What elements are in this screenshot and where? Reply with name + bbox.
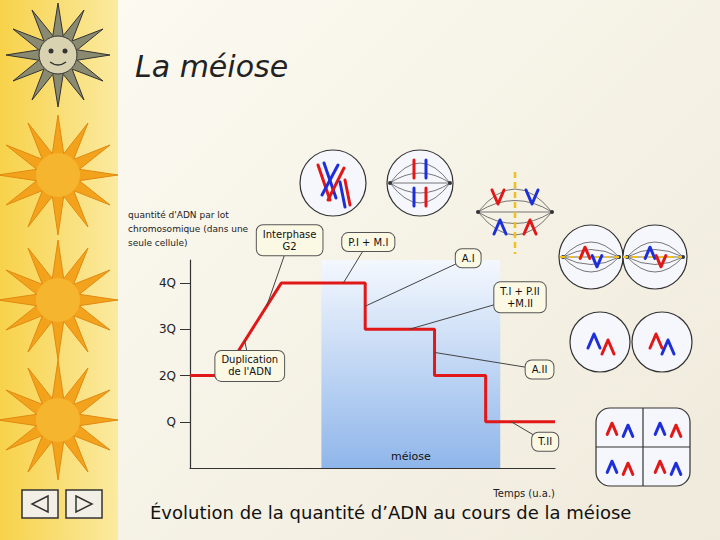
svg-text:chromosomique (dans une: chromosomique (dans une: [128, 224, 249, 234]
svg-text:La méiose: La méiose: [135, 49, 288, 84]
svg-text:+M.II: +M.II: [507, 298, 533, 309]
svg-text:Évolution de la quantité d’ADN: Évolution de la quantité d’ADN au cours …: [150, 502, 631, 523]
svg-text:seule cellule): seule cellule): [128, 238, 188, 248]
svg-text:T.I + P.II: T.I + P.II: [499, 286, 539, 297]
svg-text:Q: Q: [167, 415, 176, 429]
svg-text:quantité d'ADN par lot: quantité d'ADN par lot: [128, 210, 229, 220]
svg-text:A.I: A.I: [462, 253, 475, 264]
svg-text:Interphase: Interphase: [263, 229, 317, 240]
svg-text:Duplication: Duplication: [221, 354, 278, 365]
svg-text:méiose: méiose: [391, 450, 431, 463]
svg-text:P.I + M.I: P.I + M.I: [348, 237, 388, 248]
svg-text:de l'ADN: de l'ADN: [228, 366, 271, 377]
svg-text:4Q: 4Q: [159, 276, 176, 290]
svg-text:T.II: T.II: [537, 436, 552, 447]
svg-text:2Q: 2Q: [159, 369, 176, 383]
svg-text:A.II: A.II: [532, 364, 548, 375]
svg-text:Temps (u.a.): Temps (u.a.): [492, 488, 555, 499]
svg-text:3Q: 3Q: [159, 322, 176, 336]
svg-text:G2: G2: [283, 241, 297, 252]
